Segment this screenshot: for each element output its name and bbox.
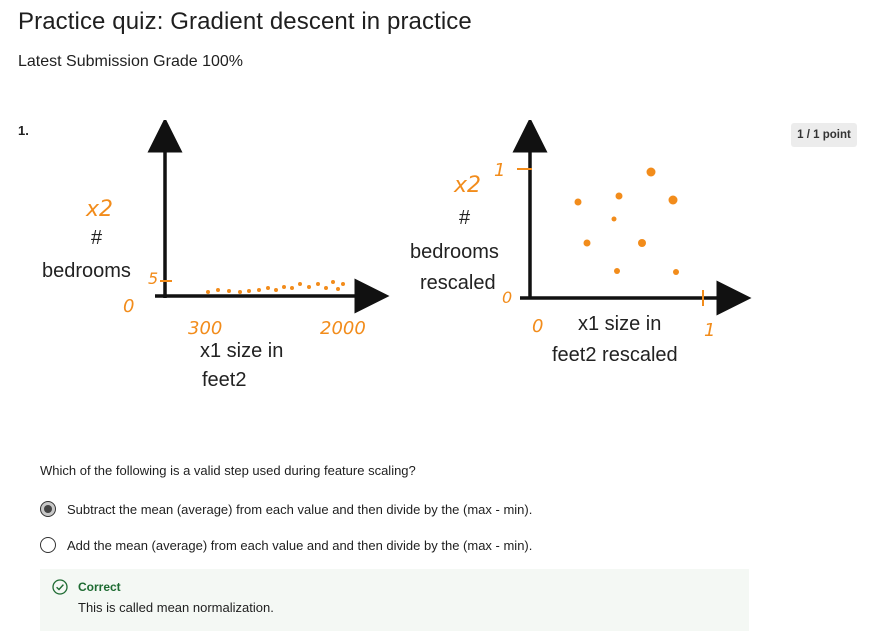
- right-point: [673, 269, 679, 275]
- right-y-tick-zero: 0: [502, 288, 512, 307]
- left-point: [307, 285, 311, 289]
- right-point: [614, 268, 620, 274]
- left-plot: x2 # bedrooms 5 0 300 2000 x1 size i: [42, 120, 390, 391]
- left-point: [266, 286, 270, 290]
- left-point: [238, 290, 242, 294]
- right-data-points: [574, 167, 679, 275]
- right-x-tick-max: 1: [704, 320, 715, 341]
- left-y-tick-top: 5: [148, 269, 158, 288]
- right-point: [668, 195, 678, 205]
- left-y-var: x2: [85, 197, 113, 222]
- page-title: Practice quiz: Gradient descent in pract…: [18, 8, 472, 35]
- feedback-status: Correct: [78, 580, 121, 594]
- left-point: [206, 290, 210, 294]
- right-point: [574, 198, 582, 206]
- right-y-word2: rescaled: [420, 272, 496, 294]
- points-badge: 1 / 1 point: [791, 123, 857, 147]
- left-point: [247, 289, 251, 293]
- radio-selected[interactable]: [40, 501, 56, 517]
- submission-grade: Latest Submission Grade 100%: [18, 53, 244, 70]
- left-point: [282, 285, 286, 289]
- answer-option-2[interactable]: Add the mean (average) from each value a…: [40, 537, 532, 553]
- right-point: [611, 216, 617, 222]
- radio-unselected[interactable]: [40, 537, 56, 553]
- answer-option-1[interactable]: Subtract the mean (average) from each va…: [40, 501, 532, 517]
- right-origin: 0: [532, 316, 543, 337]
- answer-option-label: Subtract the mean (average) from each va…: [67, 501, 533, 517]
- left-point: [274, 288, 278, 292]
- left-point: [257, 288, 261, 292]
- left-point: [336, 287, 340, 291]
- feature-scaling-figure: x2 # bedrooms 5 0 300 2000 x1 size i: [42, 120, 752, 391]
- check-circle-icon: [52, 579, 68, 595]
- left-point: [298, 282, 302, 286]
- right-y-hash: #: [459, 207, 471, 229]
- left-point: [290, 286, 294, 290]
- left-point: [341, 282, 345, 286]
- left-point: [324, 286, 328, 290]
- left-point: [216, 288, 220, 292]
- right-x-label-line1: x1 size in: [578, 313, 661, 335]
- right-y-tick-top: 1: [494, 160, 505, 181]
- question-prompt: Which of the following is a valid step u…: [40, 463, 416, 478]
- right-y-var: x2: [453, 173, 481, 198]
- feedback-message: This is called mean normalization.: [78, 600, 274, 615]
- right-y-word: bedrooms: [410, 241, 499, 263]
- right-point: [615, 192, 623, 200]
- left-y-hash: #: [91, 227, 103, 249]
- left-x-label-line1: x1 size in: [200, 340, 283, 362]
- left-point: [227, 289, 231, 293]
- question-number: 1.: [18, 123, 29, 138]
- left-data-points: [206, 280, 345, 294]
- left-y-word: bedrooms: [42, 260, 131, 282]
- right-x-label-line2: feet2 rescaled: [552, 344, 678, 366]
- feedback-panel: Correct This is called mean normalizatio…: [40, 569, 749, 631]
- right-plot: 1 x2 # bedrooms rescaled 0 0 1 x1 size i…: [410, 120, 752, 366]
- left-x-tick-min: 300: [188, 318, 222, 339]
- left-x-label-line2: feet2: [202, 369, 246, 391]
- left-origin: 0: [123, 296, 134, 317]
- left-x-tick-max: 2000: [320, 318, 366, 339]
- right-point: [638, 239, 646, 247]
- left-point: [316, 282, 320, 286]
- right-point: [646, 167, 656, 177]
- right-point: [583, 239, 591, 247]
- answer-option-label: Add the mean (average) from each value a…: [67, 537, 533, 553]
- left-point: [331, 280, 335, 284]
